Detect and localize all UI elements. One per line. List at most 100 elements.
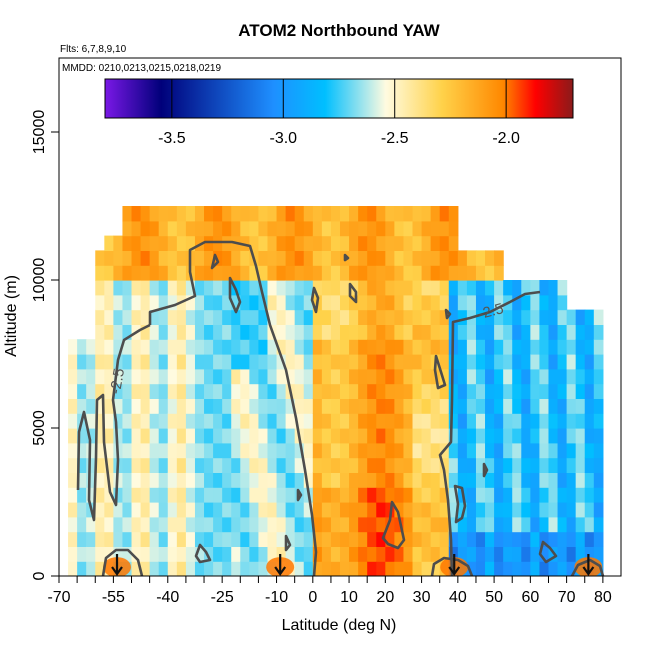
heatmap-cell [213, 428, 223, 444]
heatmap-cell [249, 309, 260, 325]
heatmap-cell [521, 428, 531, 444]
heatmap-cell [566, 339, 577, 355]
heatmap-cell [231, 294, 241, 311]
heatmap-cell [412, 265, 423, 281]
heatmap-cell [503, 531, 513, 547]
heatmap-cell [303, 220, 314, 237]
heatmap-cell [340, 354, 350, 370]
heatmap-cell [412, 457, 423, 473]
heatmap-cell [122, 250, 133, 266]
heatmap-cell [176, 235, 187, 251]
heatmap-cell [131, 428, 142, 444]
heatmap-cell [249, 368, 260, 385]
heatmap-cell [231, 472, 241, 488]
heatmap-cell [122, 368, 133, 385]
contour-line [296, 488, 303, 502]
heatmap-cell [204, 546, 214, 562]
heatmap-cell [68, 383, 78, 399]
heatmap-cell [240, 324, 250, 340]
heatmap-cell [340, 546, 350, 562]
heatmap-cell [321, 398, 332, 414]
heatmap-cell [539, 502, 550, 518]
heatmap-cell [113, 339, 124, 355]
heatmap-cell [249, 428, 260, 444]
heatmap-cell [457, 280, 468, 296]
heatmap-cell [149, 516, 160, 533]
heatmap-cell [321, 413, 332, 429]
heatmap-cell [412, 487, 423, 503]
heatmap-cell [158, 546, 169, 562]
y-axis: 0 5000 10000 15000 [31, 110, 60, 580]
heatmap-cell [185, 324, 196, 340]
heatmap-cell [131, 294, 142, 311]
heatmap-cell [222, 383, 232, 399]
x-axis: -70 -55 -40 -25 -10 0 10 20 30 40 50 60 70 80 [47, 575, 612, 606]
heatmap-cell [294, 442, 305, 459]
heatmap-cell [358, 206, 368, 222]
heatmap-cell [367, 457, 377, 473]
heatmap-cell [140, 546, 151, 562]
heatmap-cell [149, 235, 160, 251]
heatmap-cell [258, 339, 269, 355]
heatmap-cell [358, 280, 368, 296]
heatmap-cell [485, 339, 495, 355]
heatmap-cell [231, 309, 241, 325]
heatmap-cell [430, 250, 441, 266]
heatmap-cell [340, 220, 350, 237]
heatmap-cell [412, 220, 423, 237]
heatmap-cell [149, 546, 160, 562]
colorbar-tick-label: -3.0 [269, 130, 297, 147]
heatmap-cell [167, 561, 178, 576]
heatmap-cell [240, 413, 250, 429]
heatmap-cell [294, 294, 305, 311]
heatmap-cell [430, 516, 441, 533]
heatmap-cell [285, 457, 296, 473]
heatmap-cell [340, 442, 350, 459]
heatmap-cell [584, 487, 595, 503]
heatmap-cell [539, 442, 550, 459]
heatmap-cell [539, 309, 550, 325]
heatmap-cell [194, 546, 205, 562]
heatmap-cell [584, 354, 595, 370]
heatmap-cell [439, 428, 450, 444]
heatmap-cell [222, 354, 232, 370]
heatmap-cell [122, 235, 133, 251]
heatmap-cell [95, 502, 105, 518]
heatmap-cell [512, 294, 522, 311]
heatmap-cell [403, 265, 414, 281]
heatmap-cell [466, 516, 477, 533]
heatmap-cell [167, 546, 178, 562]
heatmap-cell [584, 413, 595, 429]
heatmap-cell [530, 516, 541, 533]
heatmap-cell [158, 442, 169, 459]
x-tick-label: -10 [265, 589, 288, 606]
heatmap-cell [439, 487, 450, 503]
heatmap-cell [575, 368, 586, 385]
heatmap-cell [593, 442, 604, 459]
heatmap-cell [240, 398, 250, 414]
heatmap-cell [176, 339, 187, 355]
x-axis-label: Latitude (deg N) [282, 617, 397, 634]
heatmap-cell [494, 516, 504, 533]
heatmap-cell [475, 368, 486, 385]
heatmap-cell [258, 457, 269, 473]
heatmap-cell [430, 265, 441, 281]
heatmap-cell [249, 383, 260, 399]
heatmap-cell [95, 294, 105, 311]
heatmap-cell [176, 265, 187, 281]
heatmap-cell [385, 235, 395, 251]
heatmap-cell [367, 220, 377, 237]
heatmap-cell [194, 398, 205, 414]
heatmap-cell [194, 324, 205, 340]
heatmap-cell [330, 457, 341, 473]
heatmap-cell [557, 428, 568, 444]
heatmap-cell [276, 546, 287, 562]
heatmap-cell [566, 472, 577, 488]
heatmap-cell [285, 250, 296, 266]
heatmap-cell [222, 324, 232, 340]
heatmap-cell [475, 265, 486, 281]
heatmap-cell [312, 516, 323, 533]
heatmap-cell [104, 235, 114, 251]
heatmap-cell [521, 487, 531, 503]
heatmap-cell [503, 502, 513, 518]
